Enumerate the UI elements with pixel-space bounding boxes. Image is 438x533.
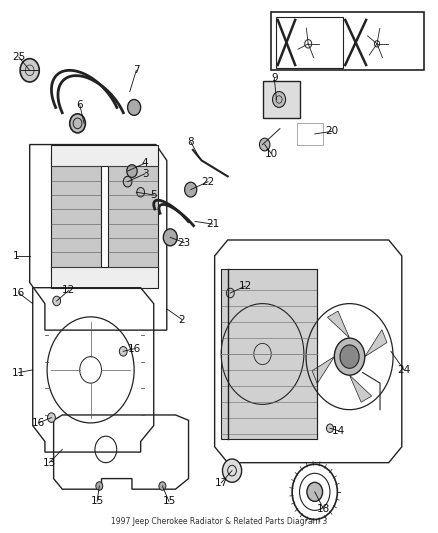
Bar [271, 12, 424, 70]
Text: 24: 24 [397, 365, 410, 375]
Bar [51, 144, 158, 166]
Bar [221, 269, 317, 439]
Text: 23: 23 [177, 238, 191, 248]
Text: 25: 25 [12, 52, 25, 62]
Circle shape [307, 482, 322, 502]
Text: 1: 1 [12, 251, 19, 261]
Text: 16: 16 [12, 288, 25, 298]
Text: 18: 18 [317, 504, 330, 514]
Polygon shape [350, 375, 372, 402]
Text: 20: 20 [325, 126, 339, 136]
Bar [51, 266, 158, 288]
Polygon shape [312, 357, 334, 384]
Circle shape [119, 346, 127, 356]
Circle shape [20, 59, 39, 82]
Circle shape [334, 338, 365, 375]
Text: 3: 3 [142, 169, 148, 179]
Circle shape [127, 100, 141, 115]
Circle shape [47, 413, 55, 422]
Text: 21: 21 [206, 219, 219, 229]
Text: 4: 4 [142, 158, 148, 168]
Circle shape [340, 345, 359, 368]
Text: 7: 7 [133, 66, 140, 75]
Text: 2: 2 [179, 314, 185, 325]
Text: 13: 13 [42, 458, 56, 467]
Bar [262, 81, 300, 118]
Circle shape [272, 92, 286, 108]
Polygon shape [365, 330, 387, 357]
Circle shape [326, 424, 333, 432]
Circle shape [70, 114, 85, 133]
Text: 15: 15 [91, 496, 104, 506]
Circle shape [259, 138, 270, 151]
Text: 12: 12 [62, 285, 75, 295]
Circle shape [223, 459, 242, 482]
Circle shape [123, 176, 132, 187]
Text: 16: 16 [127, 344, 141, 354]
Circle shape [163, 229, 177, 246]
Text: 15: 15 [162, 496, 176, 506]
Circle shape [226, 288, 234, 298]
Circle shape [185, 182, 197, 197]
Text: 11: 11 [12, 368, 25, 377]
Text: 14: 14 [332, 426, 345, 436]
Text: 17: 17 [215, 478, 228, 488]
Bar [51, 155, 102, 272]
Text: 9: 9 [271, 73, 278, 83]
Text: 8: 8 [187, 137, 194, 147]
Text: 10: 10 [265, 149, 278, 158]
Bar [108, 155, 158, 272]
Text: 16: 16 [32, 418, 45, 428]
Bar [276, 17, 343, 68]
Text: 1997 Jeep Cherokee Radiator & Related Parts Diagram 3: 1997 Jeep Cherokee Radiator & Related Pa… [111, 518, 327, 526]
Circle shape [96, 482, 103, 490]
Bar [297, 123, 323, 144]
Circle shape [137, 188, 145, 197]
Text: 12: 12 [238, 281, 252, 291]
Circle shape [159, 482, 166, 490]
Circle shape [127, 165, 137, 177]
Text: 5: 5 [150, 190, 157, 200]
Text: 22: 22 [201, 176, 215, 187]
Text: 6: 6 [76, 100, 83, 110]
Circle shape [53, 296, 60, 306]
Polygon shape [328, 311, 350, 338]
